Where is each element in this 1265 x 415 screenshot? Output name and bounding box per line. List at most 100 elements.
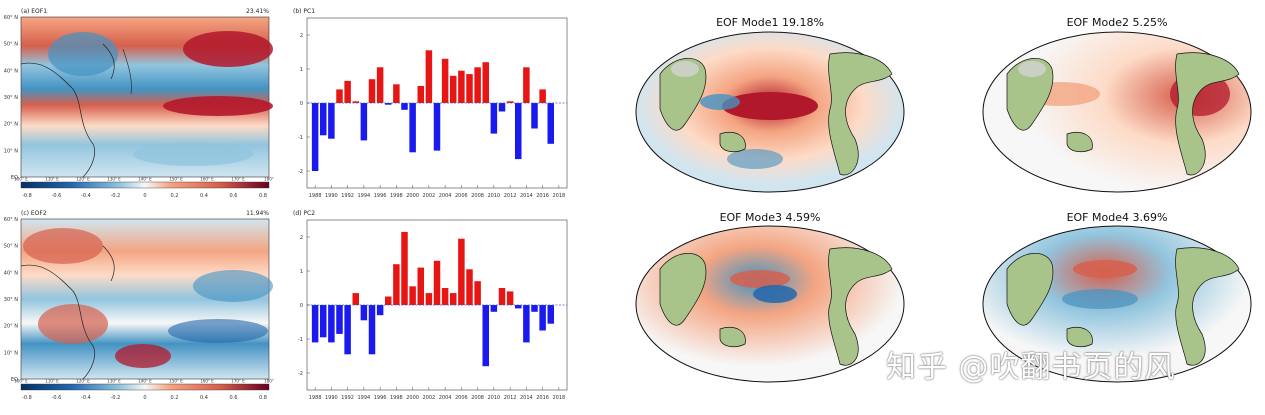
pc2-x-tick: 1998 — [390, 395, 403, 401]
eof2-colorbar-tick: 0.6 — [230, 395, 238, 401]
pc2-bar — [482, 305, 489, 367]
pc1-x-tick: 1992 — [341, 193, 354, 199]
pc1-bar — [344, 80, 351, 103]
pc1-y-tick: 2 — [300, 33, 303, 39]
eof1-colorbar-tick: 0.4 — [200, 193, 208, 199]
eof2-colorbar-tick: -0.2 — [111, 395, 121, 401]
eof1-lon-tick: 110° E — [45, 177, 59, 182]
eof2-lon-tick: 170° E — [231, 379, 245, 384]
pc1-y-tick: -2 — [298, 169, 303, 175]
eof2-lat-tick: 60° N — [4, 217, 18, 223]
pc2-x-tick: 2000 — [406, 395, 419, 401]
pc2-x-tick: 2010 — [488, 395, 501, 401]
pc1-x-tick: 2018 — [553, 193, 566, 199]
pc1-bar — [450, 75, 457, 103]
pc1-y-tick: 1 — [300, 67, 303, 73]
pc2-bar — [474, 281, 481, 305]
pc1-bar — [417, 86, 424, 103]
eof2-label: (c) EOF2 — [21, 210, 47, 217]
mode4-title: EOF Mode4 3.69% — [1067, 211, 1168, 224]
eof1-colorbar-tick: -0.6 — [52, 193, 62, 199]
pc2-bar — [531, 305, 538, 312]
eof2-lat-tick: 50° N — [4, 244, 18, 250]
pc2-bar — [385, 296, 392, 305]
pc2-bar — [393, 264, 400, 305]
pc1-y-tick: -1 — [298, 135, 303, 141]
pc2-bar — [425, 293, 433, 305]
pc2-bar — [547, 305, 554, 324]
watermark: 知乎 @吹翻书页的风 — [886, 350, 1176, 385]
pc2-y-tick: -2 — [298, 371, 303, 377]
pc1-bar — [425, 50, 433, 103]
pc1-bar — [311, 103, 319, 171]
mode3-map: EOF Mode3 4.59% — [635, 211, 905, 383]
pc1-x-tick: 2014 — [520, 193, 533, 199]
pc2-x-tick: 2018 — [553, 395, 566, 401]
eof1-lon-tick: 120° E — [76, 177, 90, 182]
eof2-colorbar-tick: -0.8 — [22, 395, 32, 401]
eof2-map-panel: (c) EOF2 11.94% 60° N 50° N 40° N 30° N 20° … — [3, 206, 281, 411]
eof1-lon-tick: 100° E — [14, 177, 28, 182]
pc1-bar — [547, 103, 554, 144]
pc1-x-tick: 2004 — [439, 193, 452, 199]
eof1-colorbar-tick: 0 — [143, 193, 146, 199]
mode3-title: EOF Mode3 4.59% — [720, 211, 821, 224]
pc2-title: (d) PC2 — [293, 210, 315, 217]
pc2-x-tick: 1992 — [341, 395, 354, 401]
eof2-percent: 11.94% — [246, 210, 269, 217]
eof2-colorbar-tick: 0.4 — [200, 395, 208, 401]
pc1-bar — [368, 79, 376, 103]
mode4-map: EOF Mode4 3.69% — [982, 211, 1252, 383]
eof1-lon-tick: 140° E — [138, 177, 152, 182]
pc1-bar — [482, 62, 489, 103]
eof2-map: (c) EOF2 11.94% 60° N 50° N 40° N 30° N 20° … — [4, 210, 274, 401]
pc1-x-tick: 1988 — [309, 193, 322, 199]
eof2-lon-tick: 130° E — [107, 379, 121, 384]
pc1-bar — [458, 70, 465, 103]
pc1-bar — [531, 103, 538, 129]
eof1-lat-tick: 40° N — [4, 68, 18, 74]
pc1-x-tick: 1998 — [390, 193, 403, 199]
eof2-colorbar-tick: 0.2 — [171, 395, 179, 401]
pc2-x-tick: 1996 — [374, 395, 387, 401]
pc1-x-tick: 2008 — [471, 193, 484, 199]
pc2-bar — [539, 305, 546, 331]
eof1-lat-tick: 50° N — [4, 42, 18, 48]
pc2-bar — [450, 293, 457, 305]
pc1-bar — [328, 103, 335, 139]
eof1-lon-tick: 150° E — [169, 177, 183, 182]
pc1-bar — [515, 103, 522, 160]
global-modes: EOF Mode1 19.18% EOF Mode2 5.25% EOF Mod… — [635, 16, 1252, 383]
eof2-lon-tick: 150° E — [169, 379, 183, 384]
pc1-x-tick: 2006 — [455, 193, 468, 199]
eof1-map: (a) EOF1 23.41% 60° N 50° N 40° N 30° N 20° … — [4, 8, 274, 199]
pc2-y-tick: 1 — [300, 269, 303, 275]
pc2-bar — [506, 291, 514, 305]
eof2-colorbar-tick: -0.4 — [81, 395, 91, 401]
eof1-lat-tick: 60° N — [4, 15, 18, 21]
eof2-lon-tick: 100° E — [14, 379, 28, 384]
pc1-bar — [506, 101, 514, 103]
eof1-lon-tick: 130° E — [107, 177, 121, 182]
eof2-lon-tick: 140° E — [138, 379, 152, 384]
pc1-bar — [401, 103, 408, 110]
eof1-lat-tick: 20° N — [4, 122, 18, 128]
eof1-lon-tick: 160° E — [200, 177, 214, 182]
pc2-bar — [523, 305, 530, 343]
pc2-bar — [498, 288, 506, 305]
pc1-bar — [498, 103, 506, 112]
eof1-colorbar-tick: -0.4 — [81, 193, 91, 199]
eof1-colorbar — [20, 181, 270, 189]
pc1-x-tick: 2002 — [423, 193, 436, 199]
pc1-bar — [385, 103, 392, 105]
pc1-x-tick: 1994 — [358, 193, 371, 199]
eof1-lat-tick: EQ — [11, 175, 18, 181]
eof2-lon-tick: 120° E — [76, 379, 90, 384]
pc1-x-tick: 1996 — [374, 193, 387, 199]
eof1-label: (a) EOF1 — [21, 8, 47, 15]
pc1-bar — [539, 89, 546, 103]
pc2-y-tick: 0 — [300, 303, 303, 309]
eof1-colorbar-tick: -0.2 — [111, 193, 121, 199]
pc1-bar — [433, 103, 441, 151]
